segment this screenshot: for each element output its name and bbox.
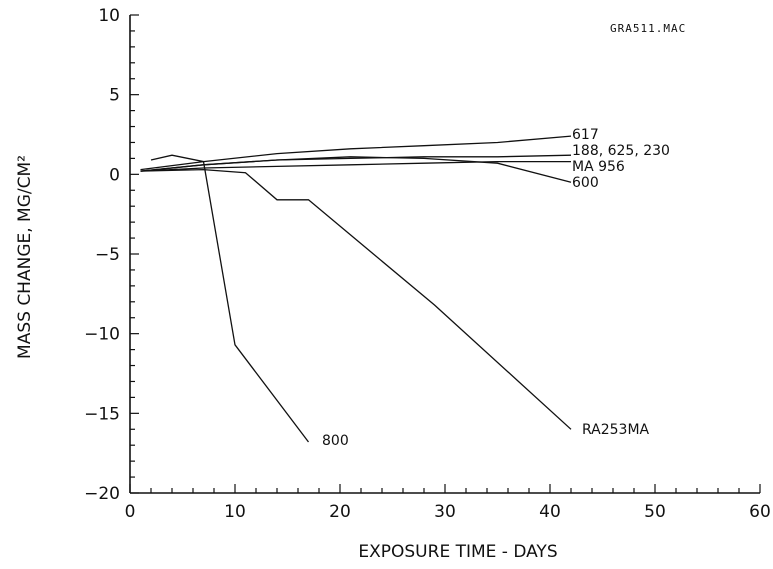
x-tick-label: 50	[644, 502, 666, 522]
series-label-4: 800	[322, 433, 349, 449]
series-line-4	[150, 154, 310, 443]
series-label-3: 600	[572, 175, 599, 191]
chart-annotation: GRA511.MAC	[610, 22, 686, 35]
y-tick-label: 0	[109, 165, 120, 185]
x-tick-label: 10	[224, 502, 246, 522]
y-tick-label: −15	[84, 404, 120, 424]
series-label-0: 617	[572, 127, 599, 143]
series-label-2: MA 956	[572, 159, 625, 175]
x-tick-label: 30	[434, 502, 456, 522]
y-axis-label: MASS CHANGE, MG/CM²	[15, 155, 35, 359]
y-tick-label: 10	[98, 6, 120, 26]
y-tick-label: −5	[95, 245, 120, 265]
series-line-2	[140, 160, 571, 172]
series-line-5	[140, 168, 572, 430]
y-tick-label: 5	[109, 86, 120, 106]
y-tick-label: −20	[84, 484, 120, 504]
x-axis-label: EXPOSURE TIME - DAYS	[358, 542, 557, 562]
series-layer	[140, 135, 572, 443]
series-label-5: RA253MA	[582, 422, 650, 438]
x-tick-label: 40	[539, 502, 561, 522]
x-tick-label: 20	[329, 502, 351, 522]
x-tick-label: 60	[749, 502, 771, 522]
x-tick-label: 0	[125, 502, 136, 522]
series-label-1: 188, 625, 230	[572, 143, 670, 159]
y-tick-label: −10	[84, 325, 120, 345]
